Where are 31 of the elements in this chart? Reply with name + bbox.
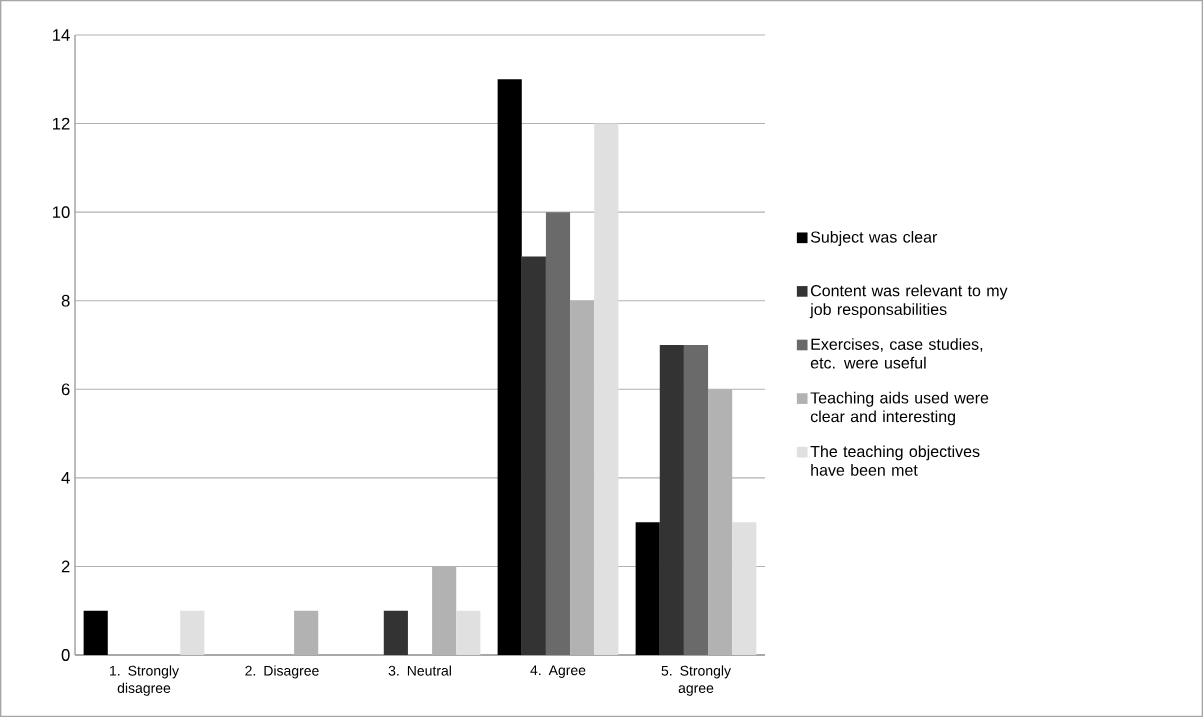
y-tick-label: 2 — [61, 560, 70, 573]
bar — [383, 610, 408, 655]
y-tick-label: 12 — [53, 117, 70, 130]
bar — [497, 79, 522, 655]
bar — [659, 344, 684, 655]
y-tick-label: 14 — [53, 29, 70, 41]
legend-label: Teaching aids used were clear and interesting — [810, 391, 989, 426]
bar — [294, 610, 319, 655]
y-tick-label: 0 — [61, 649, 70, 661]
legend-label: Content was relevant to my job responsabilities — [809, 284, 1008, 319]
bar — [594, 123, 619, 655]
legend-label: Subject was clear — [810, 231, 938, 246]
bar — [545, 212, 571, 655]
x-tick-label: 5. Strongly agree — [661, 665, 731, 696]
bar — [83, 610, 108, 655]
bar — [180, 610, 205, 655]
bar — [521, 256, 546, 655]
bar — [683, 344, 709, 655]
x-tick-label: 4. Agree — [530, 665, 586, 678]
legend-label: The teaching objectives have been met — [810, 445, 980, 476]
x-tick-label: 2. Disagree — [245, 665, 319, 679]
y-tick-label: 4 — [61, 472, 70, 484]
bar — [635, 522, 660, 655]
y-tick-label: 6 — [61, 383, 70, 396]
y-tick-label: 10 — [53, 206, 70, 219]
bar — [732, 522, 757, 655]
bar — [456, 610, 481, 655]
x-tick-label: 1. Strongly disagree — [110, 665, 179, 696]
legend-label: Exercises, case studies, etc. were useful — [810, 338, 983, 369]
x-tick-label: 3. Neutral — [388, 665, 451, 676]
y-tick-label: 8 — [61, 294, 70, 307]
